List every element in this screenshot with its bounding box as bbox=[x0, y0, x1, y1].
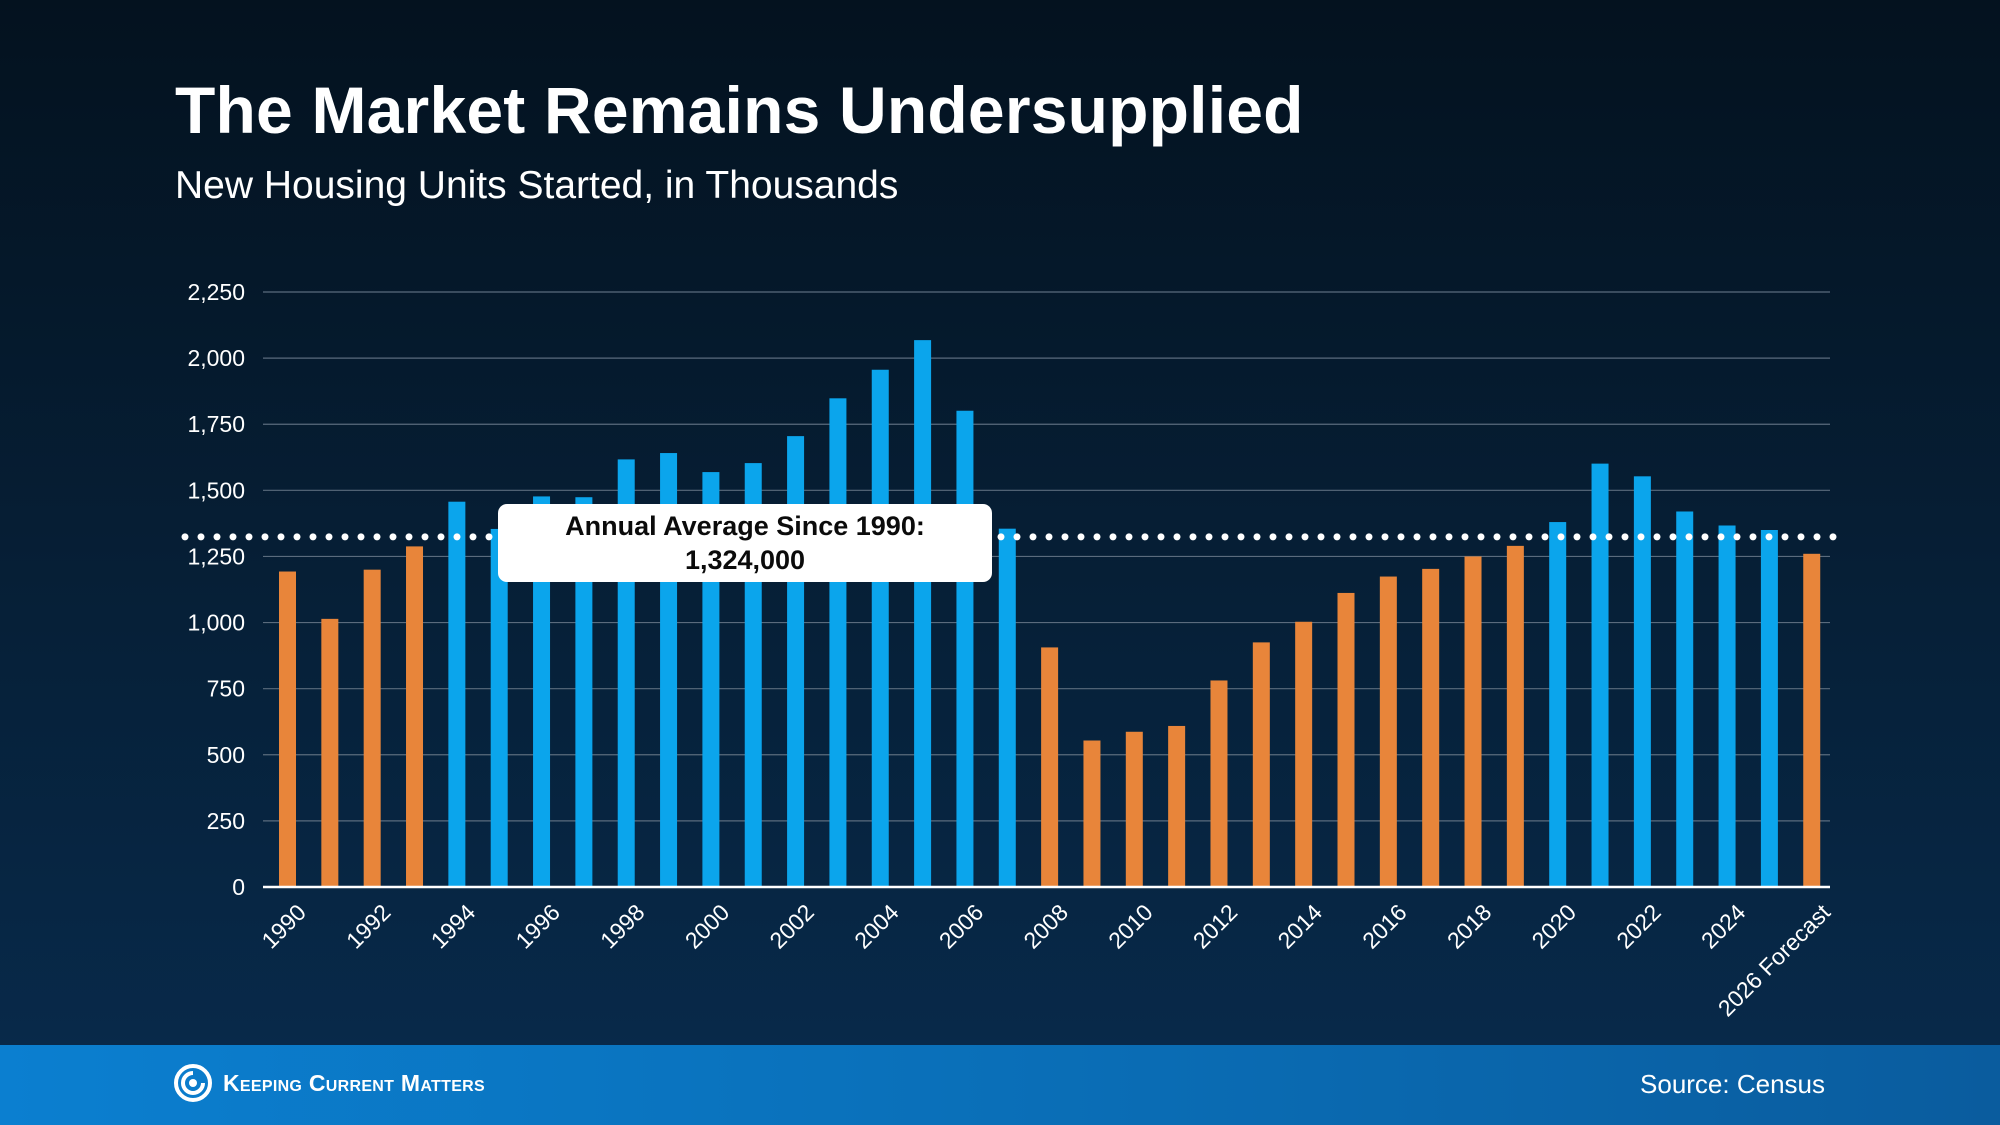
x-tick-label: 2014 bbox=[1273, 899, 1328, 954]
bar-1991 bbox=[321, 618, 339, 887]
x-tick-label: 2012 bbox=[1188, 899, 1243, 954]
x-tick-label: 1994 bbox=[426, 899, 481, 954]
x-tick-label: 2004 bbox=[849, 899, 904, 954]
bar-2017 bbox=[1422, 568, 1440, 887]
bar-2018 bbox=[1464, 556, 1482, 887]
x-tick-label: 1998 bbox=[595, 899, 650, 954]
y-tick-label: 1,750 bbox=[187, 411, 245, 437]
bar-2004 bbox=[871, 369, 889, 887]
bar-2025 bbox=[1760, 530, 1778, 887]
bar-2019 bbox=[1506, 545, 1524, 887]
x-tick-label: 2018 bbox=[1442, 899, 1497, 954]
y-tick-label: 1,250 bbox=[187, 543, 245, 569]
bar-1995 bbox=[490, 528, 508, 887]
brand-logo: Keeping Current Matters bbox=[173, 1063, 485, 1103]
y-tick-label: 2,250 bbox=[187, 279, 245, 305]
x-tick-label: 1996 bbox=[510, 899, 565, 954]
bar-2011 bbox=[1168, 725, 1186, 887]
bar-2010 bbox=[1125, 731, 1143, 887]
x-tick-label: 2022 bbox=[1611, 899, 1666, 954]
x-tick-label: 2020 bbox=[1527, 899, 1582, 954]
bar-1993 bbox=[406, 546, 424, 887]
bar-1994 bbox=[448, 501, 466, 887]
y-tick-label: 1,500 bbox=[187, 477, 245, 503]
bar-2021 bbox=[1591, 463, 1609, 887]
y-tick-label: 0 bbox=[232, 874, 245, 900]
x-tick-label: 1990 bbox=[256, 899, 311, 954]
average-annotation-title: Annual Average Since 1990: bbox=[565, 511, 925, 541]
y-tick-label: 2,000 bbox=[187, 345, 245, 371]
bar-1996 bbox=[533, 496, 551, 887]
x-tick-label: 2024 bbox=[1696, 899, 1751, 954]
x-tick-label: 2006 bbox=[934, 899, 989, 954]
bar-2012 bbox=[1210, 680, 1228, 887]
bar-2003 bbox=[829, 398, 847, 887]
bar-2006 bbox=[956, 410, 974, 887]
bar-1990 bbox=[279, 571, 296, 887]
bar-chart: 0 250 500 750 1,000 1,250 1,500 1,750 2,000 2,250… bbox=[187, 279, 1835, 1022]
footer-bar: Keeping Current Matters Source: Census bbox=[0, 1045, 2000, 1125]
source-note: Source: Census bbox=[1640, 1069, 1825, 1099]
bar-2013 bbox=[1252, 642, 1270, 887]
bar-2008 bbox=[1041, 647, 1059, 887]
chart-subtitle: New Housing Units Started, in Thousands bbox=[175, 164, 899, 207]
average-annotation-value: 1,324,000 bbox=[684, 545, 806, 575]
y-tick-label: 750 bbox=[207, 676, 245, 702]
bar-2020 bbox=[1549, 522, 1567, 887]
bar-2026-forecast bbox=[1803, 553, 1821, 887]
x-tick-label: 2000 bbox=[680, 899, 735, 954]
bar-2023 bbox=[1676, 511, 1694, 887]
bars bbox=[279, 340, 1821, 887]
brand-name: Keeping Current Matters bbox=[223, 1069, 485, 1096]
y-axis-labels: 0 250 500 750 1,000 1,250 1,500 1,750 2,000 2,250 bbox=[187, 279, 245, 900]
y-tick-label: 500 bbox=[207, 742, 245, 768]
y-tick-label: 250 bbox=[207, 808, 245, 834]
bar-2007 bbox=[998, 528, 1016, 887]
x-tick-label: 2002 bbox=[764, 899, 819, 954]
average-annotation: Annual Average Since 1990: 1,324,000 bbox=[498, 504, 992, 582]
bar-2015 bbox=[1337, 592, 1355, 887]
x-tick-label: 1992 bbox=[341, 899, 396, 954]
bar-2005 bbox=[914, 340, 932, 887]
bar-2016 bbox=[1379, 576, 1397, 887]
bar-1997 bbox=[575, 497, 593, 887]
x-tick-label: 2010 bbox=[1103, 899, 1158, 954]
x-axis-labels: 1990 1992 1994 1996 1998 2000 2002 2004 2006 2008… bbox=[256, 899, 1835, 1022]
bar-2022 bbox=[1633, 476, 1651, 887]
swirl-logo-icon bbox=[174, 1064, 212, 1102]
y-tick-label: 1,000 bbox=[187, 610, 245, 636]
x-tick-label: 2008 bbox=[1018, 899, 1073, 954]
bar-2024 bbox=[1718, 525, 1736, 887]
bar-1992 bbox=[363, 569, 381, 887]
bar-2009 bbox=[1083, 740, 1101, 887]
chart-title: The Market Remains Undersupplied bbox=[175, 73, 1304, 147]
x-tick-label: 2016 bbox=[1357, 899, 1412, 954]
bar-2014 bbox=[1295, 621, 1313, 887]
